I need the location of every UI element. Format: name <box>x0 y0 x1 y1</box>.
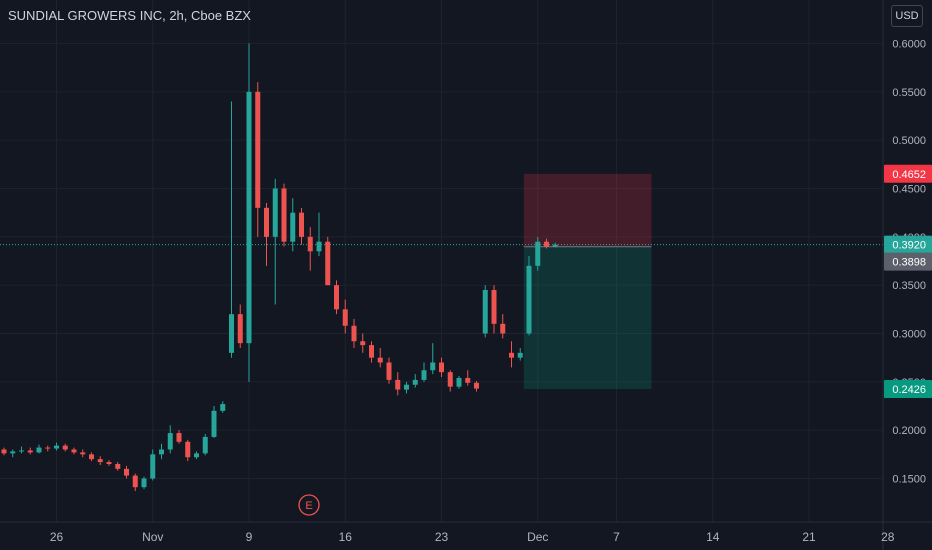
candle-up <box>246 91 252 344</box>
candle-down <box>176 433 182 442</box>
candle-up <box>482 290 488 334</box>
candle-down <box>1 449 7 454</box>
entry-price-tag <box>884 252 932 271</box>
candle-down <box>465 377 471 383</box>
candle-down <box>106 462 112 464</box>
candle-down <box>237 314 243 344</box>
candle-up <box>456 377 462 387</box>
candle-up <box>54 445 59 449</box>
time-tick-label: 26 <box>50 530 64 544</box>
candle-up <box>430 362 436 371</box>
candle-down <box>45 447 51 449</box>
candle-down <box>80 452 86 455</box>
current-price-tag <box>884 235 932 254</box>
candle-up <box>535 241 541 266</box>
candle-up <box>141 478 147 488</box>
candle-down <box>377 357 383 363</box>
candle-down <box>255 91 261 208</box>
price-tick-label: 0.5500 <box>892 87 926 99</box>
candle-down <box>491 290 497 324</box>
price-tick-label: 0.4500 <box>892 184 926 196</box>
candle-up <box>229 314 234 353</box>
candle-down <box>132 475 138 488</box>
candle-up <box>220 404 226 411</box>
candle-down <box>334 285 339 310</box>
candle-up <box>404 384 409 390</box>
candle-up <box>167 433 173 450</box>
candle-down <box>307 236 313 252</box>
candle-down <box>185 441 191 458</box>
candle-up <box>36 447 42 453</box>
price-axis[interactable] <box>883 0 932 550</box>
candle-up <box>194 453 199 458</box>
time-tick-label: Dec <box>527 530 548 544</box>
candle-up <box>211 410 217 437</box>
price-tick-label: 0.3000 <box>892 329 926 341</box>
candle-down <box>62 445 68 450</box>
candle-up <box>202 436 208 454</box>
candle-up <box>150 454 156 479</box>
candle-up <box>272 188 278 237</box>
candle-down <box>27 450 33 453</box>
candle-up <box>412 379 418 385</box>
candle-down <box>342 309 348 326</box>
candle-up <box>517 352 523 358</box>
price-tick-label: 0.5000 <box>892 135 926 147</box>
candle-down <box>369 345 374 358</box>
candle-down <box>281 188 287 242</box>
current-price-label: 0.3920 <box>892 240 926 252</box>
candle-down <box>439 362 444 373</box>
candle-up <box>552 244 558 247</box>
candle-down <box>124 468 129 476</box>
target-price-label: 0.2426 <box>892 384 926 396</box>
candle-down <box>360 341 366 346</box>
time-tick-label: 9 <box>246 530 253 544</box>
price-tick-label: 0.3500 <box>892 280 926 292</box>
candle-down <box>264 207 269 237</box>
candle-up <box>526 265 532 334</box>
stop-price-tag <box>884 164 932 183</box>
time-tick-label: 14 <box>706 530 720 544</box>
stop-price-label: 0.4652 <box>892 169 926 181</box>
candle-up <box>316 241 322 252</box>
candle-down <box>89 454 94 460</box>
currency-button[interactable]: USD <box>891 5 923 27</box>
candle-down <box>509 352 514 358</box>
candle-down <box>299 212 304 237</box>
candle-down <box>325 241 331 286</box>
candle-up <box>159 449 164 455</box>
chart-title: SUNDIAL GROWERS INC, 2h, Cboe BZX <box>8 8 251 23</box>
candle-down <box>71 449 77 453</box>
candle-down <box>500 323 506 334</box>
time-tick-label: 21 <box>802 530 816 544</box>
price-tick-label: 0.6000 <box>892 39 926 51</box>
candle-down <box>97 459 103 463</box>
candle-up <box>421 370 427 380</box>
time-tick-label: Nov <box>142 530 163 544</box>
candle-down <box>386 362 392 380</box>
earnings-marker-label: E <box>305 500 312 512</box>
candle-down <box>474 382 479 389</box>
candle-down <box>115 464 121 469</box>
candle-down <box>544 241 549 247</box>
earnings-marker-icon[interactable] <box>298 494 320 516</box>
time-tick-label: 28 <box>881 530 895 544</box>
stop-loss-zone[interactable] <box>523 173 652 247</box>
candle-down <box>351 325 357 342</box>
price-tick-label: 0.1500 <box>892 474 926 486</box>
target-price-tag <box>884 379 932 398</box>
time-tick-label: 16 <box>339 530 353 544</box>
candle-up <box>10 451 16 454</box>
price-tick-label: 0.2000 <box>892 425 926 437</box>
candle-down <box>447 372 453 387</box>
candle-up <box>19 450 24 452</box>
candle-down <box>395 379 401 390</box>
time-tick-label: 23 <box>435 530 449 544</box>
candle-up <box>290 212 296 242</box>
time-tick-label: 7 <box>613 530 620 544</box>
take-profit-zone[interactable] <box>523 246 652 389</box>
entry-price-label: 0.3898 <box>892 257 926 269</box>
